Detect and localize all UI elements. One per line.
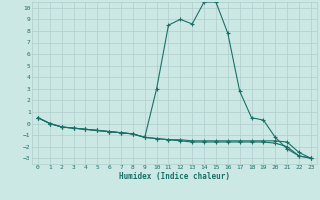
X-axis label: Humidex (Indice chaleur): Humidex (Indice chaleur) (119, 172, 230, 181)
